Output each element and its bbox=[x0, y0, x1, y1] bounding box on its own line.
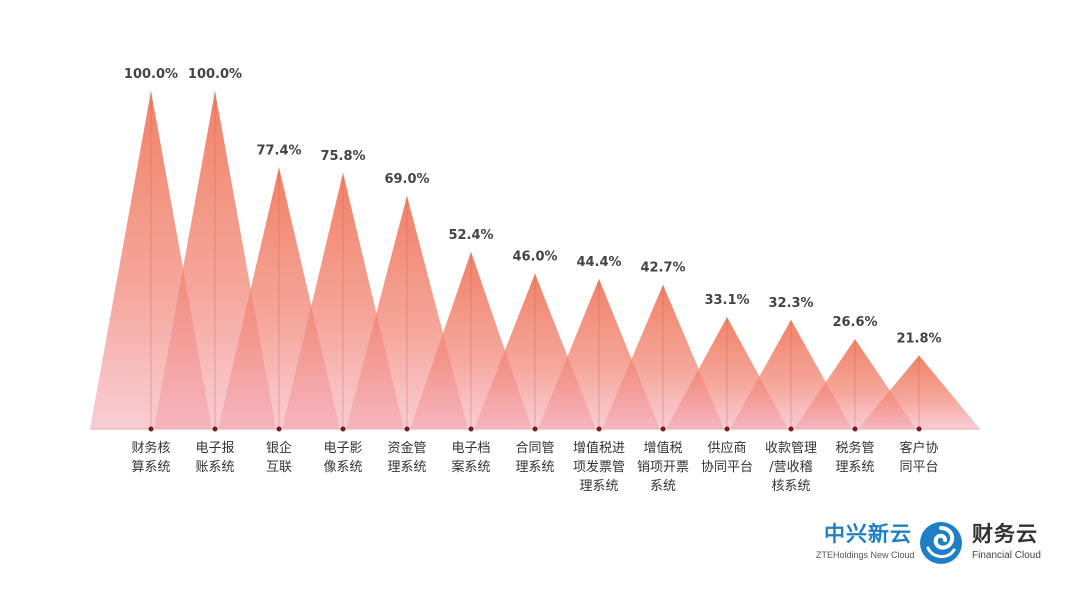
value-label: 21.8% bbox=[896, 331, 941, 346]
x-axis-ticks bbox=[148, 426, 922, 432]
category-label: 客户协同平台 bbox=[899, 440, 938, 475]
x-tick-dot bbox=[276, 426, 282, 432]
value-labels: 100.0% 100.0% 77.4% 75.8% 69.0% 52.4% 46.0% 44.… bbox=[124, 67, 942, 346]
x-tick-dot bbox=[916, 426, 922, 432]
category-label: 电子档案系统 bbox=[451, 441, 490, 475]
x-tick-dot bbox=[148, 426, 154, 432]
category-label: 收款管理/营收稽核系统 bbox=[765, 441, 817, 494]
financial-cloud-name: 财务云 bbox=[972, 522, 1038, 546]
value-label: 69.0% bbox=[384, 172, 429, 187]
x-tick-dot bbox=[468, 426, 474, 432]
category-label: 税务管理系统 bbox=[835, 440, 874, 475]
category-label: 合同管理系统 bbox=[515, 441, 554, 475]
financial-cloud-logo: 财务云 Financial Cloud bbox=[972, 518, 1072, 561]
value-label: 46.0% bbox=[512, 250, 557, 265]
x-tick-dot bbox=[404, 426, 410, 432]
value-label: 77.4% bbox=[256, 143, 301, 158]
value-label: 26.6% bbox=[832, 315, 877, 330]
financial-cloud-swirl-icon bbox=[920, 522, 962, 564]
value-label: 32.3% bbox=[768, 296, 813, 311]
x-tick-dot bbox=[724, 426, 730, 432]
category-label: 资金管理系统 bbox=[387, 440, 426, 475]
value-label: 33.1% bbox=[704, 293, 749, 308]
category-label: 电子影像系统 bbox=[323, 441, 362, 475]
category-label: 增值税进项发票管理系统 bbox=[573, 440, 625, 494]
x-tick-dot bbox=[212, 426, 218, 432]
triangle-bar bbox=[858, 355, 980, 429]
chart-marks bbox=[90, 91, 980, 429]
value-label: 52.4% bbox=[448, 228, 493, 243]
value-label: 75.8% bbox=[320, 149, 365, 164]
value-label: 100.0% bbox=[124, 67, 178, 82]
value-label: 100.0% bbox=[188, 67, 242, 82]
x-tick-dot bbox=[660, 426, 666, 432]
value-label: 44.4% bbox=[576, 255, 621, 270]
zte-brand-subtitle: ZTEHoldings New Cloud bbox=[816, 550, 915, 560]
value-label: 42.7% bbox=[640, 261, 685, 276]
x-tick-dot bbox=[596, 426, 602, 432]
x-tick-dot bbox=[532, 426, 538, 432]
financial-cloud-subtitle: Financial Cloud bbox=[972, 550, 1041, 561]
x-tick-dot bbox=[340, 426, 346, 432]
zte-brand-name: 中兴新云 bbox=[824, 522, 912, 546]
category-label: 增值税销项开票系统 bbox=[637, 440, 689, 494]
zte-new-cloud-logo: 中兴新云 ZTEHoldings New Cloud bbox=[816, 518, 915, 560]
category-label: 银企互联 bbox=[266, 440, 292, 475]
category-label: 供应商协同平台 bbox=[701, 440, 753, 475]
x-tick-dot bbox=[788, 426, 794, 432]
x-tick-dot bbox=[852, 426, 858, 432]
category-label: 财务核算系统 bbox=[131, 440, 170, 475]
category-label: 电子报账系统 bbox=[195, 441, 234, 475]
